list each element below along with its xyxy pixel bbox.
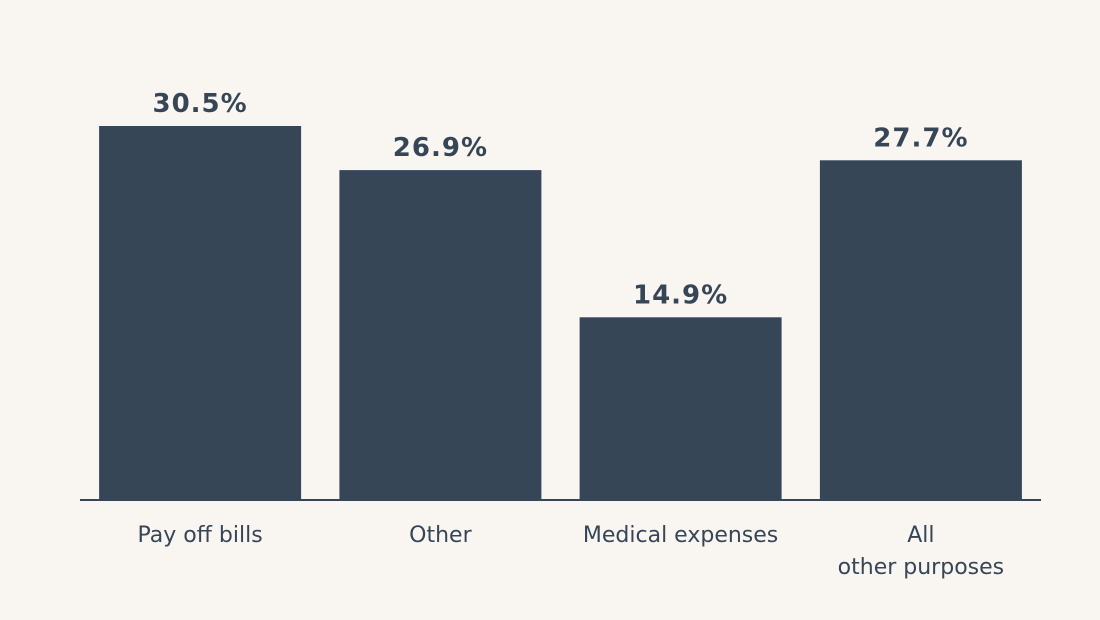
category-label-medical-expenses: Medical expenses xyxy=(583,523,778,548)
value-label-all-other-purposes: 27.7% xyxy=(873,123,968,153)
category-labels-group: Pay off bills Other Medical expenses All oth… xyxy=(138,523,1005,580)
category-label-pay-off-bills: Pay off bills xyxy=(138,523,263,548)
value-label-medical-expenses: 14.9% xyxy=(633,280,728,310)
bar-pay-off-bills xyxy=(99,126,302,501)
category-label-line: Medical expenses xyxy=(583,523,778,548)
category-label-line: Pay off bills xyxy=(138,523,263,548)
category-label-all-other-purposes: All other purposes xyxy=(838,523,1004,580)
category-label-line: Other xyxy=(409,523,472,548)
category-label-line: other purposes xyxy=(838,555,1004,580)
category-label-line: All xyxy=(907,523,934,548)
value-label-other: 26.9% xyxy=(393,133,488,163)
value-label-pay-off-bills: 30.5% xyxy=(152,89,247,119)
category-label-other: Other xyxy=(409,523,472,548)
bar-medical-expenses xyxy=(579,317,782,501)
bar-other xyxy=(339,170,542,501)
value-labels-group: 30.5% 26.9% 14.9% 27.7% xyxy=(152,89,968,310)
bars-group xyxy=(99,126,1022,502)
bar-all-other-purposes xyxy=(819,160,1022,502)
